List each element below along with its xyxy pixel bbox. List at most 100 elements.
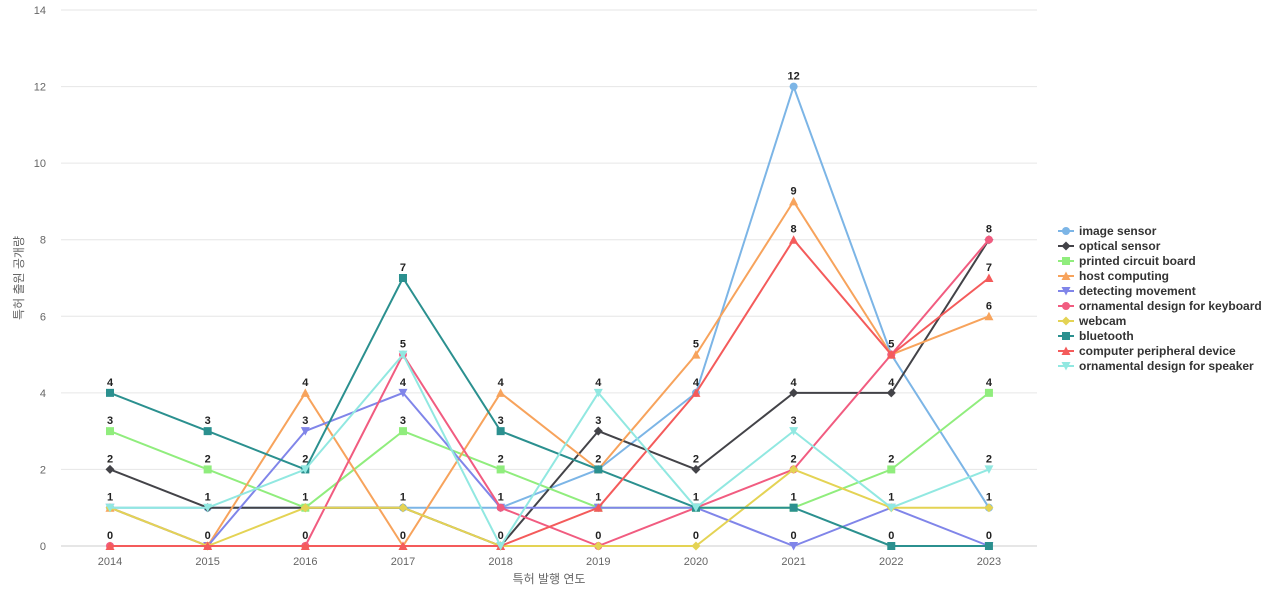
data-point	[984, 542, 993, 550]
legend-marker	[1061, 316, 1071, 326]
data-point	[300, 427, 310, 436]
data-label: 4	[693, 377, 700, 389]
data-point	[789, 542, 799, 551]
data-label: 0	[986, 530, 992, 542]
data-point	[496, 388, 506, 397]
data-label: 1	[205, 492, 211, 504]
data-point	[789, 503, 798, 512]
data-point	[300, 541, 310, 550]
data-point	[594, 465, 603, 474]
data-label: 0	[205, 530, 211, 542]
data-label: 1	[986, 492, 992, 504]
data-point	[105, 464, 115, 474]
data-point	[593, 388, 603, 398]
legend-marker	[1062, 332, 1070, 340]
data-label: 2	[205, 453, 211, 465]
data-point	[203, 465, 212, 474]
data-label: 3	[791, 415, 797, 427]
data-label: 1	[791, 492, 797, 504]
data-label: 2	[595, 453, 601, 465]
legend-item[interactable]: host computing	[1058, 269, 1169, 283]
y-tick-label: 2	[40, 464, 46, 476]
legend-item[interactable]: bluetooth	[1058, 329, 1134, 343]
data-label: 1	[302, 492, 308, 504]
data-point	[593, 426, 603, 436]
data-label: 0	[791, 530, 797, 542]
data-point	[984, 273, 994, 282]
x-tick-label: 2017	[391, 556, 415, 568]
data-point	[398, 388, 408, 398]
x-tick-label: 2023	[977, 556, 1001, 568]
data-point	[789, 427, 799, 436]
legend-item[interactable]: webcam	[1058, 314, 1126, 328]
data-point	[789, 196, 799, 206]
data-label: 4	[400, 377, 407, 389]
data-point	[398, 503, 408, 513]
data-point	[789, 388, 799, 398]
legend-item[interactable]: ornamental design for keyboard	[1058, 299, 1262, 313]
data-label: 2	[498, 453, 504, 465]
y-tick-label: 14	[34, 5, 46, 17]
data-point	[691, 388, 701, 397]
data-label: 5	[888, 339, 894, 351]
data-label: 2	[693, 453, 699, 465]
data-label: 3	[205, 415, 211, 427]
data-label: 4	[498, 377, 505, 389]
legend-item[interactable]: detecting movement	[1058, 284, 1196, 298]
data-label: 4	[986, 377, 993, 389]
data-label: 4	[302, 377, 309, 389]
data-point	[984, 311, 994, 321]
y-tick-label: 10	[34, 158, 46, 170]
data-label: 1	[888, 492, 894, 504]
data-point	[300, 503, 310, 513]
data-label: 1	[693, 492, 699, 504]
data-label: 0	[693, 530, 699, 542]
data-label: 0	[400, 530, 406, 542]
data-point	[593, 503, 603, 512]
series-group	[105, 82, 994, 551]
data-label: 4	[888, 377, 895, 389]
legend-marker	[1062, 302, 1070, 310]
y-tick-label: 4	[40, 388, 46, 400]
legend-label: bluetooth	[1079, 329, 1134, 343]
legend-item[interactable]: printed circuit board	[1058, 254, 1196, 268]
series-ornamental-design-for-speaker	[105, 350, 994, 551]
legend-marker	[1062, 257, 1070, 265]
data-point	[105, 503, 115, 513]
data-point	[398, 274, 407, 282]
data-point	[496, 503, 505, 512]
data-label: 7	[400, 262, 406, 274]
legend-marker	[1061, 271, 1071, 280]
legend-marker	[1061, 241, 1071, 251]
series-line	[110, 353, 990, 547]
data-point	[984, 465, 994, 474]
data-label: 2	[302, 453, 308, 465]
legend-label: optical sensor	[1079, 239, 1161, 253]
data-label: 5	[400, 339, 406, 351]
data-point	[887, 542, 896, 550]
data-point	[203, 541, 213, 550]
legend-marker	[1061, 346, 1071, 355]
data-label: 2	[986, 453, 992, 465]
data-label: 1	[107, 492, 113, 504]
legend-item[interactable]: image sensor	[1058, 224, 1157, 238]
data-point	[984, 503, 994, 513]
data-label: 3	[595, 415, 601, 427]
x-tick-label: 2015	[195, 556, 219, 568]
grid-lines	[61, 9, 1037, 547]
legend-marker	[1062, 227, 1070, 235]
data-point	[106, 427, 114, 436]
legend-item[interactable]: optical sensor	[1058, 239, 1161, 253]
legend-label: ornamental design for speaker	[1079, 359, 1254, 373]
y-axis-ticks: 0 2 4 6 8 10 12 14	[34, 5, 46, 553]
data-label: 3	[498, 415, 504, 427]
legend-item[interactable]: ornamental design for speaker	[1058, 359, 1254, 373]
data-label: 9	[791, 185, 797, 197]
legend-item[interactable]: computer peripheral device	[1058, 344, 1236, 358]
data-point	[398, 350, 408, 360]
x-axis-ticks: 2014 2015 2016 2017 2018 2019 2020 2021 2022 2023	[98, 556, 1001, 568]
series-line	[110, 238, 990, 547]
series-host-computing	[105, 196, 994, 550]
